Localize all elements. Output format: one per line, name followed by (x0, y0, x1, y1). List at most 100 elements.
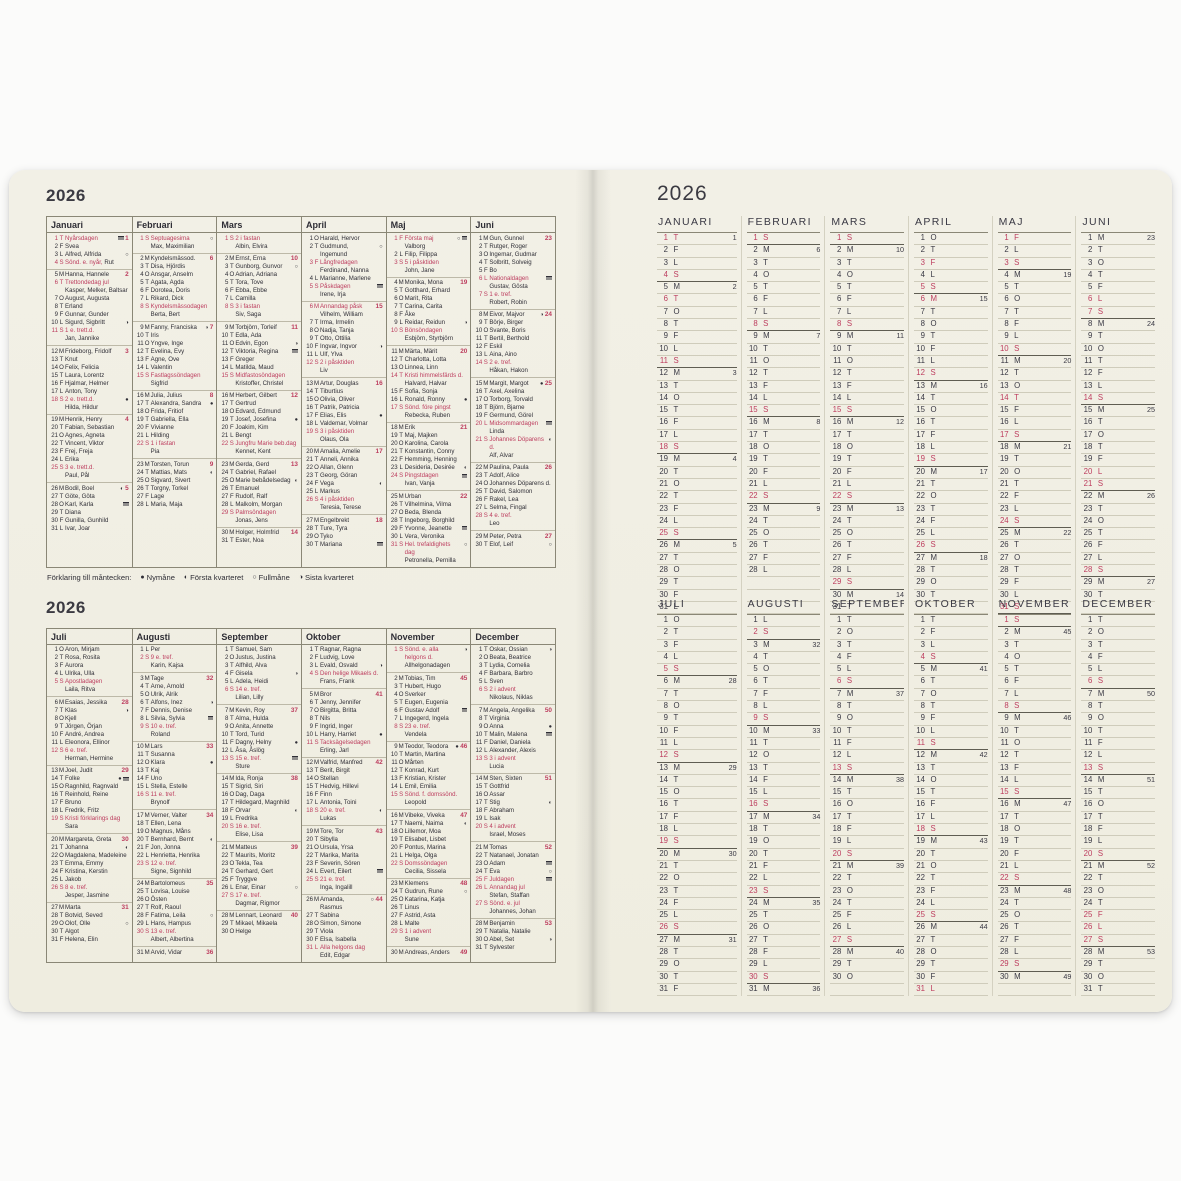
week-number: 17 (979, 466, 988, 476)
day-number: 26 (136, 484, 144, 492)
name-days: Sigurd, Sigbritt (65, 319, 105, 326)
weekday-letter: M (846, 417, 854, 427)
weekday-letter: L (230, 883, 234, 891)
day-markers: 27 (545, 533, 552, 541)
day-markers: 29 (122, 767, 129, 775)
day-row: 24 O Johannes Döparens d. (474, 480, 552, 488)
day-number: 3 (140, 263, 144, 270)
day-row: 1 S Sönd. e. alla helgons d. Allhelgonadage… (390, 646, 467, 670)
day-row: 11 F (830, 738, 904, 751)
name-days: Hilda, Hildur (65, 403, 99, 411)
day-row: 24 T Mattias, Mats ◐ (136, 469, 213, 477)
day-number: 28 (136, 912, 144, 919)
day-number: 8 (663, 319, 668, 329)
day-row: 29 O Tyko (305, 533, 383, 541)
weekday-letter: L (1014, 947, 1019, 957)
weekday-letter: F (763, 294, 768, 304)
day-number: 16 (136, 392, 144, 399)
day-row: 5 S Apostladagen Laila, Ritva (50, 678, 129, 694)
day-row: 1 T Samuel, Sam (220, 646, 298, 654)
day-text: Margit, Margot (489, 380, 552, 388)
day-text: Jakob (65, 876, 129, 884)
day-text: Anton, Tony (65, 388, 129, 396)
day-text: Henrietta, Henrika (151, 852, 214, 860)
day-row: 30 T Algot (50, 928, 129, 936)
day-number: 9 (140, 323, 144, 331)
day-number: 9 (836, 713, 842, 723)
week-number: 2 (125, 271, 129, 278)
day-row: 24 T Gabriel, Rafael (220, 469, 298, 477)
day-markers: 34 (206, 812, 213, 820)
weekday-letter: M (1097, 860, 1105, 870)
day-text: Rudolf, Ralf (235, 493, 298, 501)
day-text: 2 i advent Nikolaus, Niklas (489, 686, 552, 702)
day-text: 17 e. tref. Dagmar, Rigmor (235, 892, 298, 908)
weekday-letter: F (314, 480, 319, 487)
day-row: 23 T (1081, 504, 1155, 516)
weekday-letter: O (1097, 515, 1104, 525)
weekday-letter: S (930, 454, 936, 464)
name-days: Kevin, Roy (235, 706, 265, 714)
day-text: Enar, Einar (235, 884, 298, 892)
day-number: 1 (836, 233, 842, 242)
weekday-letter: M (398, 880, 404, 887)
weekday-letter: O (763, 355, 770, 365)
day-number: 6 (836, 676, 842, 686)
month-header: DECEMBER (1081, 598, 1155, 615)
week-number: 50 (544, 706, 552, 714)
weekday-letter: L (59, 670, 64, 677)
name-days: Sture (235, 762, 250, 770)
day-number: 7 (1004, 306, 1009, 316)
name-days: David, Salomon (489, 488, 533, 495)
week-group: 23 M Klemens 48 24 T Gudrun, Rune ○ 25 O Katarina,… (386, 879, 471, 947)
day-number: 21 (916, 478, 925, 488)
day-row: 23 M 13 (830, 504, 904, 516)
day-number: 5 (309, 690, 313, 698)
day-number: 14 (916, 392, 925, 402)
week-number: 3 (125, 347, 129, 355)
day-text: Karl, Karla (65, 501, 129, 509)
day-number: 25 (999, 528, 1009, 538)
day-number: 19 (916, 454, 925, 464)
name-days: Edla, Ada (235, 331, 262, 339)
name-days: Jan, Jannike (65, 335, 100, 342)
name-days: Max, Maximilian (150, 242, 195, 250)
day-number: 4 (140, 271, 144, 278)
day-number: 19 (51, 416, 58, 423)
day-number: 26 (221, 484, 229, 492)
day-number: 5 (836, 664, 842, 674)
day-text: Verner, Valter (151, 812, 214, 820)
name-days: Aron, Mirjam (65, 646, 100, 653)
weekday-letter: T (145, 751, 150, 758)
weekday-letter: T (673, 799, 679, 809)
day-number: 15 (136, 783, 144, 790)
weekday-letter: L (314, 944, 319, 951)
day-number: 13 (51, 767, 58, 774)
legend-first-quarter: ◐ Första kvarteret (183, 572, 244, 582)
month-header: OKTOBER (913, 598, 988, 615)
day-row: 16 M Herbert, Gilbert 12 (220, 392, 298, 400)
day-text: Anneli, Annika (320, 456, 383, 464)
day-text: Pingstdagen Ivan, Vanja (405, 472, 468, 488)
day-row: 21 T Konstantin, Conny (390, 448, 468, 456)
weekday-letter: T (59, 279, 64, 286)
day-number: 2 (1004, 245, 1009, 255)
flag-day-icon (123, 776, 129, 782)
overview-column-oktober: OKTOBER 1 T 2 F 3 L 4 S 5 M 41 6 T 7 O 8 T 9 F 10 L 11 S 12 M 42 13… (907, 598, 988, 997)
name-days: John, Jane (404, 266, 435, 274)
day-row: 25 F Tryggve (220, 876, 298, 884)
weekday-letter: O (59, 295, 64, 302)
holiday-name: Apostladagen (65, 678, 103, 685)
day-row: 4 S Sönd. e. nyår, Rut (50, 259, 129, 267)
day-row: 17 T Naemi, Naima ◐ (390, 820, 467, 828)
weekday-letter: O (59, 363, 64, 371)
day-text: Anita, Annette (235, 723, 298, 731)
week-number: 3 (732, 368, 737, 378)
day-number: 5 (753, 282, 758, 292)
flag-day-icon (207, 716, 214, 721)
weekday-letter: M (763, 245, 770, 255)
day-row: 29 F Yvonne, Jeanette (390, 525, 468, 533)
day-markers: ● 46 (455, 743, 467, 751)
day-number: 27 (390, 508, 398, 516)
